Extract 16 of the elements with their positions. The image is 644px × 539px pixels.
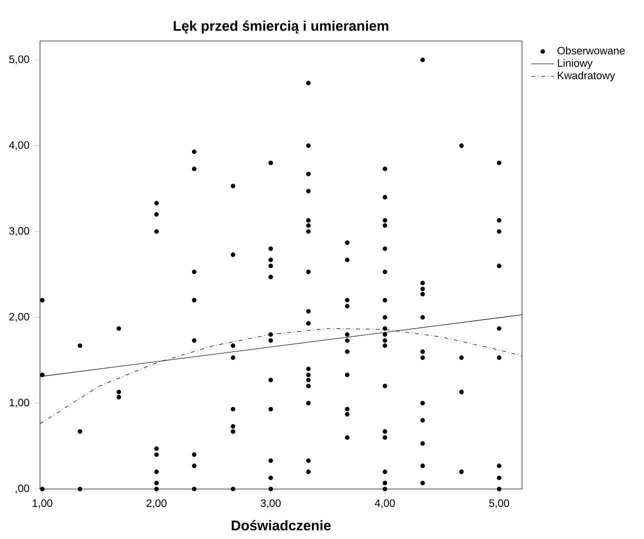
y-tick-label: 5,00 bbox=[9, 55, 30, 64]
x-tick-label: 4,00 bbox=[374, 499, 395, 508]
x-axis-title: Doświadczenie bbox=[232, 520, 331, 530]
x-tick-label: 1,00 bbox=[32, 499, 52, 508]
x-tick-label: 5,00 bbox=[489, 499, 510, 508]
y-tick-label: ,00 bbox=[16, 484, 30, 494]
y-tick-label: 2,00 bbox=[9, 312, 30, 322]
y-tick-label: 4,00 bbox=[9, 141, 30, 150]
y-tick-label: 1,00 bbox=[10, 398, 30, 408]
chart-title: Lęk przed śmiercią i umieraniem bbox=[174, 20, 388, 34]
legend-label: Kwadratowy bbox=[558, 71, 616, 82]
x-tick-label: 3,00 bbox=[260, 499, 281, 508]
y-tick-label: 3,00 bbox=[9, 227, 30, 236]
x-tick-label: 2,00 bbox=[146, 499, 166, 508]
legend-label: Obserwowane bbox=[558, 46, 625, 54]
legend-label: Liniowy bbox=[558, 58, 593, 69]
